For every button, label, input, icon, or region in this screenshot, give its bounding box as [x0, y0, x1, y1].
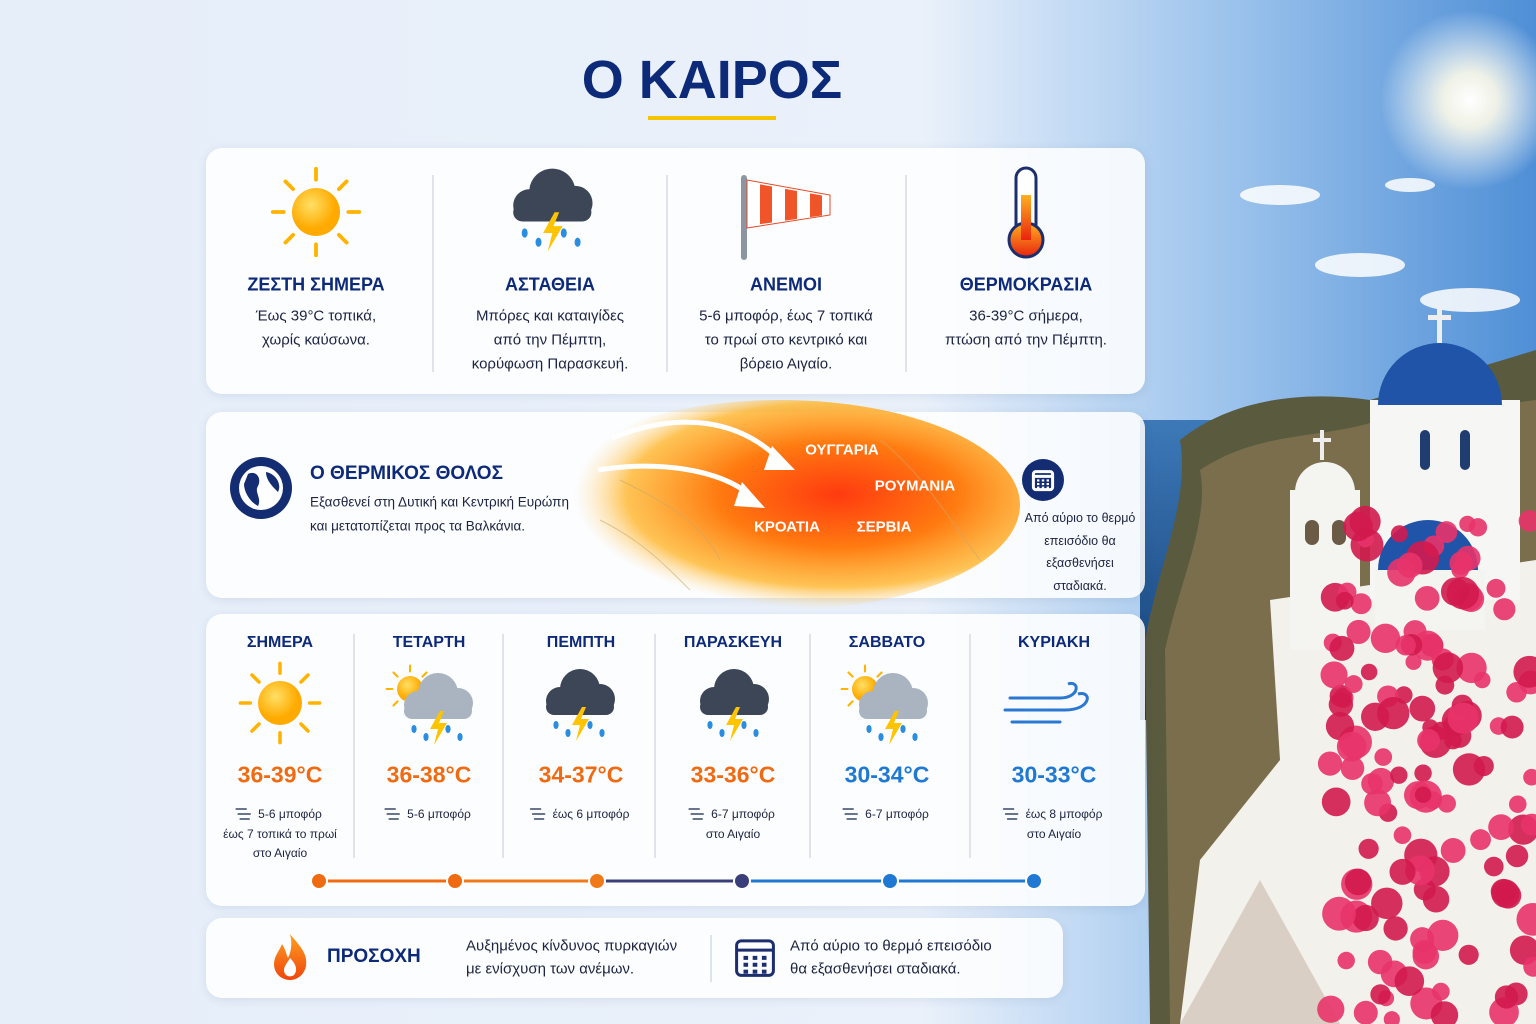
wind-text: 6-7 μποφόρ [865, 807, 929, 821]
footer-note: Από αύριο το θερμό επεισόδιο [790, 937, 992, 955]
highlight-text: 5-6 μποφόρ, έως 7 τοπικά [699, 307, 873, 325]
highlight-title: ΖΕΣΤΗ ΣΗΜΕΡΑ [247, 274, 385, 295]
footer-panel [206, 918, 1063, 998]
highlight-text: το πρωί στο κεντρικό και [704, 331, 868, 349]
highlight-text: από την Πέμπτη, [493, 331, 607, 349]
warning-title: ΠΡΟΣΟΧΗ [327, 946, 421, 967]
highlight-text: κορύφωση Παρασκευή. [471, 355, 629, 373]
temperature: 36-38°C [386, 761, 472, 788]
highlight-text: 36-39°C σήμερα, [969, 307, 1083, 325]
heat-dome-text: και μετατοπίζεται προς τα Βαλκάνια. [310, 518, 526, 534]
wind-text: στο Αιγαίο [1026, 826, 1082, 841]
temperature: 36-39°C [237, 761, 323, 788]
temperature: 34-37°C [538, 761, 624, 788]
day-label: ΚΥΡΙΑΚΗ [1017, 634, 1091, 651]
map-label: ΚΡΟΑΤΙΑ [754, 518, 820, 536]
map-label: ΟΥΓΓΑΡΙΑ [805, 441, 879, 459]
wind-text: 5-6 μποφόρ [407, 807, 471, 821]
temperature: 30-34°C [844, 761, 930, 788]
highlight-text: Μπόρες και καταιγίδες [475, 307, 625, 325]
heat-dome-note: επεισόδιο θα [1044, 533, 1116, 548]
wind-text: έως 7 τοπικά το πρωί [223, 826, 337, 841]
day-label: ΠΑΡΑΣΚΕΥΗ [683, 634, 783, 651]
forecast-panel [206, 614, 1145, 906]
heat-dome-title: Ο ΘΕΡΜΙΚΟΣ ΘΟΛΟΣ [310, 463, 503, 484]
highlight-text: βόρειο Αιγαίο. [739, 355, 833, 373]
day-label: ΤΕΤΑΡΤΗ [392, 634, 466, 651]
wind-text: έως 8 μποφόρ [1025, 807, 1103, 821]
heat-dome-note: σταδιακά. [1053, 578, 1107, 593]
day-label: ΣΑΒΒΑΤΟ [848, 634, 926, 651]
heat-dome-note: Από αύριο το θερμό [1024, 511, 1136, 525]
map-label: ΡΟΥΜΑΝΙΑ [874, 477, 956, 495]
temperature: 30-33°C [1011, 761, 1097, 788]
day-label: ΣΗΜΕΡΑ [246, 634, 314, 651]
wind-text: στο Αιγαίο [705, 826, 761, 841]
wind-text: 5-6 μποφόρ [258, 807, 322, 821]
map-label: ΣΕΡΒΙΑ [856, 518, 912, 536]
highlights-panel [206, 148, 1145, 394]
heat-dome-note: εξασθενήσει [1046, 556, 1114, 570]
highlight-title: ΘΕΡΜΟΚΡΑΣΙΑ [959, 274, 1093, 295]
highlight-title: ΑΣΤΑΘΕΙΑ [505, 274, 595, 295]
footer-note: θα εξασθενήσει σταδιακά. [790, 960, 961, 978]
wind-text: έως 6 μποφόρ [552, 807, 630, 821]
wind-text: 6-7 μποφόρ [711, 807, 775, 821]
warning-text: Αυξημένος κίνδυνος πυρκαγιών [466, 937, 678, 955]
day-label: ΠΕΜΠΤΗ [546, 634, 616, 651]
temperature: 33-36°C [690, 761, 776, 788]
highlight-title: ΑΝΕΜΟΙ [750, 274, 822, 295]
highlight-text: πτώση από την Πέμπτη. [945, 331, 1107, 349]
highlight-text: χωρίς καύσωνα. [262, 331, 370, 349]
page-title: Ο ΚΑΙΡΟΣ [581, 50, 843, 110]
heat-dome-text: Εξασθενεί στη Δυτική και Κεντρική Ευρώπη [310, 494, 569, 510]
warning-text: με ενίσχυση των ανέμων. [466, 960, 635, 978]
wind-text: στο Αιγαίο [252, 846, 308, 860]
highlight-text: Έως 39°C τοπικά, [255, 307, 377, 325]
